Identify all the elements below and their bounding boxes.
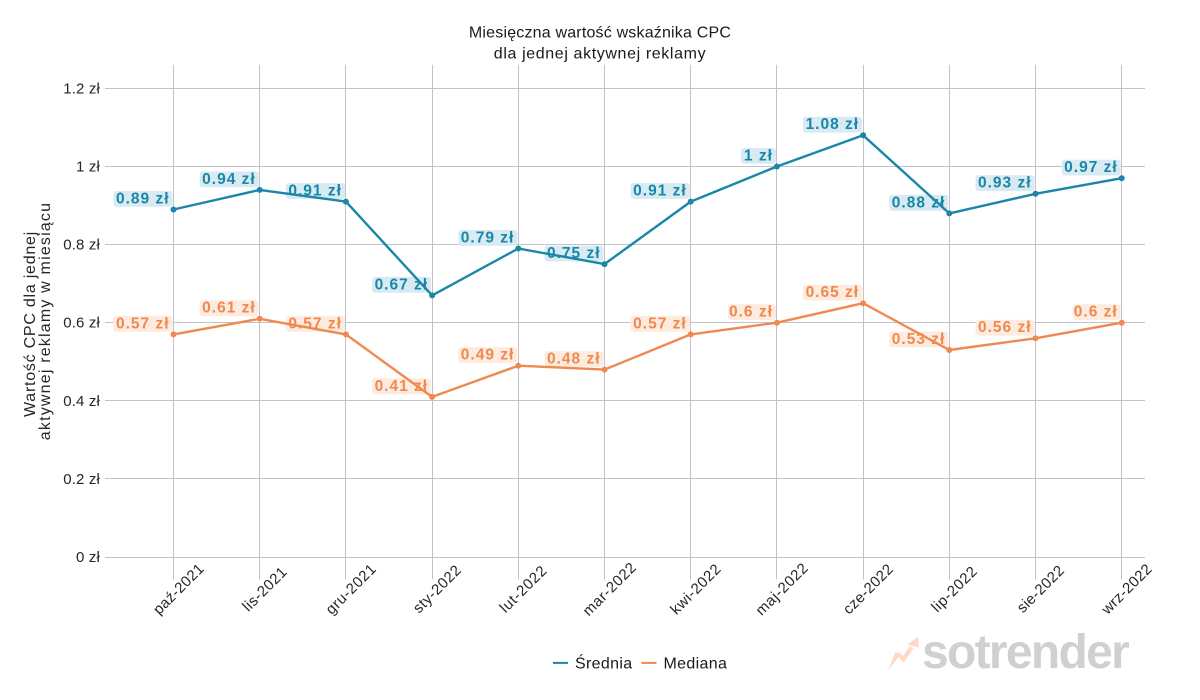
svg-text:Wartość CPC dla jednej: Wartość CPC dla jednej bbox=[22, 231, 39, 417]
svg-text:0.79 zł: 0.79 zł bbox=[461, 229, 515, 246]
svg-text:0.8 zł: 0.8 zł bbox=[63, 237, 100, 254]
svg-text:Średnia: Średnia bbox=[575, 654, 632, 673]
svg-text:cze-2022: cze-2022 bbox=[840, 561, 897, 618]
svg-text:aktywnej reklamy w miesiącu: aktywnej reklamy w miesiącu bbox=[37, 202, 54, 440]
svg-text:Miesięczna wartość wskaźnika C: Miesięczna wartość wskaźnika CPC bbox=[469, 25, 731, 42]
svg-text:0.97 zł: 0.97 zł bbox=[1064, 159, 1118, 176]
svg-text:sty-2022: sty-2022 bbox=[410, 562, 465, 617]
svg-text:0.56 zł: 0.56 zł bbox=[978, 319, 1032, 336]
svg-text:1 zł: 1 zł bbox=[744, 147, 773, 164]
svg-text:sotrender: sotrender bbox=[922, 626, 1129, 679]
svg-text:0.2 zł: 0.2 zł bbox=[63, 471, 100, 488]
svg-text:0.53 zł: 0.53 zł bbox=[892, 331, 946, 348]
svg-text:0 zł: 0 zł bbox=[76, 549, 100, 566]
svg-text:0.57 zł: 0.57 zł bbox=[633, 315, 687, 332]
svg-text:lip-2022: lip-2022 bbox=[928, 563, 981, 616]
svg-text:1.08 zł: 1.08 zł bbox=[806, 116, 860, 133]
svg-text:0.67 zł: 0.67 zł bbox=[375, 276, 429, 293]
svg-text:Mediana: Mediana bbox=[664, 656, 728, 673]
svg-text:0.75 zł: 0.75 zł bbox=[547, 245, 601, 262]
svg-text:0.6 zł: 0.6 zł bbox=[729, 304, 773, 321]
svg-text:0.93 zł: 0.93 zł bbox=[978, 175, 1032, 192]
svg-text:kwi-2022: kwi-2022 bbox=[667, 560, 725, 618]
svg-text:0.57 zł: 0.57 zł bbox=[288, 315, 342, 332]
svg-text:0.89 zł: 0.89 zł bbox=[116, 190, 170, 207]
svg-text:gru-2021: gru-2021 bbox=[322, 560, 380, 618]
svg-text:0.6 zł: 0.6 zł bbox=[63, 315, 100, 332]
svg-text:1 zł: 1 zł bbox=[76, 159, 100, 176]
svg-text:1.2 zł: 1.2 zł bbox=[63, 80, 100, 97]
svg-text:0.49 zł: 0.49 zł bbox=[461, 347, 515, 364]
svg-text:0.48 zł: 0.48 zł bbox=[547, 351, 601, 368]
svg-text:paź-2021: paź-2021 bbox=[150, 560, 208, 618]
svg-text:maj-2022: maj-2022 bbox=[752, 560, 811, 619]
svg-text:sie-2022: sie-2022 bbox=[1014, 562, 1068, 616]
svg-text:0.91 zł: 0.91 zł bbox=[633, 183, 687, 200]
svg-text:wrz-2022: wrz-2022 bbox=[1098, 561, 1156, 619]
svg-text:mar-2022: mar-2022 bbox=[579, 559, 640, 620]
svg-text:dla jednej aktywnej reklamy: dla jednej aktywnej reklamy bbox=[494, 46, 706, 63]
svg-text:0.61 zł: 0.61 zł bbox=[202, 300, 256, 317]
svg-text:0.41 zł: 0.41 zł bbox=[375, 378, 429, 395]
svg-text:lut-2022: lut-2022 bbox=[496, 562, 550, 616]
svg-text:lis-2021: lis-2021 bbox=[239, 564, 291, 616]
svg-text:0.57 zł: 0.57 zł bbox=[116, 315, 170, 332]
svg-text:0.94 zł: 0.94 zł bbox=[202, 171, 256, 188]
svg-text:0.6 zł: 0.6 zł bbox=[1074, 304, 1118, 321]
svg-text:0.65 zł: 0.65 zł bbox=[806, 284, 860, 301]
svg-text:0.4 zł: 0.4 zł bbox=[63, 393, 100, 410]
